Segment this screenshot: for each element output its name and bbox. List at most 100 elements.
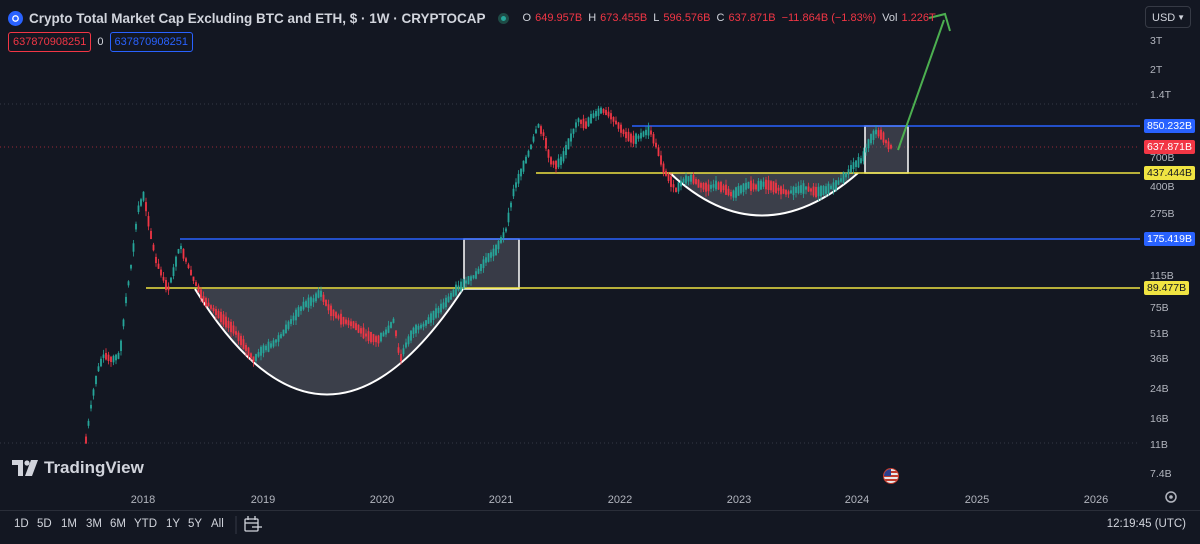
candle-body <box>382 332 385 337</box>
candle-body <box>657 147 660 156</box>
candle-body <box>420 324 422 329</box>
candle-body <box>672 184 675 188</box>
candle-body <box>107 354 110 361</box>
candle-body <box>175 256 177 267</box>
candle-body <box>762 181 765 187</box>
candle-body <box>92 389 95 396</box>
price-label-current: 637.871B <box>1144 140 1195 154</box>
candle-body <box>712 184 715 188</box>
time-axis-tick: 2024 <box>844 494 870 506</box>
utc-clock[interactable]: 12:19:45 (UTC) <box>1106 518 1186 530</box>
settings-gear-icon[interactable] <box>1165 491 1177 503</box>
candle-body <box>452 289 455 297</box>
candle-body <box>352 321 355 329</box>
symbol-title[interactable]: Crypto Total Market Cap Excluding BTC an… <box>29 10 486 26</box>
timeframe-button[interactable]: 1Y <box>166 518 181 530</box>
candle-body <box>772 181 775 193</box>
price-axis-tick: 7.4B <box>1150 468 1172 480</box>
candle-body <box>680 181 682 187</box>
candle-body <box>275 339 277 343</box>
candle-body <box>490 252 492 258</box>
candle-body <box>265 345 267 351</box>
us-flag-event-icon[interactable] <box>883 468 899 484</box>
currency-label: USD <box>1152 12 1176 24</box>
candle-body <box>477 268 480 274</box>
candle-body <box>597 108 600 116</box>
candle-body <box>170 277 172 283</box>
candle-body <box>462 279 465 289</box>
timeframe-button[interactable]: 6M <box>110 518 126 530</box>
candle-body <box>642 131 645 137</box>
value-chip-right[interactable]: 637870908251 <box>109 32 193 52</box>
candle-body <box>105 352 107 360</box>
timeframe-button[interactable]: 1D <box>14 518 29 530</box>
candle-body <box>760 180 762 190</box>
candle-body <box>800 185 802 193</box>
timeframe-button[interactable]: 3M <box>86 518 102 530</box>
candle-body <box>347 320 350 326</box>
candle-body <box>335 312 337 318</box>
value-chip-left[interactable]: 637870908251 <box>8 32 92 52</box>
timeframe-button[interactable]: 5D <box>37 518 52 530</box>
candle-body <box>872 130 875 141</box>
candle-body <box>242 339 245 350</box>
ohlc-close-value: 637.871B <box>728 12 776 24</box>
candle-body <box>470 276 472 281</box>
candle-body <box>255 353 257 362</box>
candle-body <box>410 330 412 341</box>
candle-body <box>127 281 130 286</box>
candle-body <box>440 303 442 313</box>
candle-body <box>112 355 115 363</box>
price-axis-tick: 1.4T <box>1150 89 1172 101</box>
candle-body <box>205 297 207 307</box>
candle-body <box>185 258 187 262</box>
candle-body <box>355 323 357 331</box>
candle-body <box>622 129 625 135</box>
timeframe-button[interactable]: 1M <box>61 518 77 530</box>
candle-body <box>152 244 155 251</box>
candle-body <box>745 182 747 190</box>
time-axis-tick: 2022 <box>607 494 633 506</box>
timeframe-button[interactable]: All <box>211 518 224 530</box>
ohlc-values: O 649.957B H 673.455B L 596.576B C 637.871B … <box>523 12 938 24</box>
candle-body <box>282 329 285 336</box>
candle-body <box>497 240 500 250</box>
candle-body <box>785 189 787 195</box>
candle-body <box>297 307 300 317</box>
candle-body <box>560 156 562 165</box>
handle-box-right <box>864 125 909 174</box>
candle-body <box>580 119 582 124</box>
candle-body <box>95 375 97 385</box>
candle-body <box>450 292 452 300</box>
candle-body <box>662 163 665 174</box>
candle-body <box>422 323 425 327</box>
candle-body <box>765 179 767 190</box>
candle-body <box>312 298 315 303</box>
candle-body <box>857 157 860 168</box>
go-to-date-icon[interactable] <box>244 516 262 532</box>
candle-body <box>810 188 812 192</box>
candle-body <box>222 314 225 325</box>
timeframe-button[interactable]: 5Y <box>188 518 203 530</box>
candle-body <box>575 122 577 128</box>
candle-body <box>732 190 735 198</box>
candle-body <box>405 342 407 348</box>
candle-body <box>780 186 782 195</box>
candle-body <box>155 256 157 264</box>
candle-body <box>162 276 165 281</box>
candle-body <box>755 184 757 190</box>
candle-body <box>372 334 375 343</box>
candle-body <box>202 296 205 302</box>
candle-body <box>227 321 230 328</box>
candle-body <box>120 340 122 352</box>
candle-body <box>557 158 560 168</box>
candle-body <box>377 335 380 344</box>
candle-body <box>797 185 800 194</box>
candle-body <box>267 341 270 352</box>
ohlc-change: −11.864B (−1.83%) <box>781 12 877 24</box>
timeframe-button[interactable]: YTD <box>134 518 157 530</box>
currency-selector[interactable]: USD ▼ <box>1145 6 1191 28</box>
candle-body <box>812 186 815 196</box>
candle-body <box>517 173 520 184</box>
